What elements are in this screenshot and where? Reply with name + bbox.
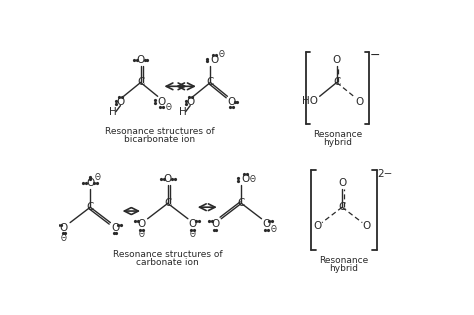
Text: O: O [210,55,219,65]
Text: bicarbonate ion: bicarbonate ion [125,135,196,144]
Text: C: C [137,77,144,88]
Text: H: H [179,107,186,117]
Text: Resonance structures of: Resonance structures of [105,127,215,136]
Text: O: O [164,175,172,185]
Text: H: H [109,107,117,117]
Text: O: O [116,97,125,107]
Text: 2−: 2− [377,169,392,179]
Text: O: O [137,55,145,65]
Text: HO: HO [302,96,319,106]
Text: O: O [333,55,341,65]
Text: Θ: Θ [250,175,256,184]
Text: O: O [86,178,94,188]
Text: O: O [189,219,197,229]
Text: hybrid: hybrid [323,138,352,147]
Text: Θ: Θ [61,234,67,243]
Text: O: O [137,219,146,229]
Text: Resonance structures of: Resonance structures of [113,250,223,260]
Text: C: C [338,202,346,212]
Text: Θ: Θ [165,103,172,112]
Text: hybrid: hybrid [329,264,358,272]
Text: C: C [237,198,245,208]
Text: C: C [87,202,94,212]
Text: C: C [164,198,172,208]
Text: Resonance: Resonance [319,256,368,265]
Text: O: O [355,97,363,107]
Text: O: O [227,97,236,107]
Text: Resonance: Resonance [313,130,362,139]
Text: Θ: Θ [270,225,276,234]
Text: −: − [370,49,381,62]
Text: C: C [333,77,340,88]
Text: Θ: Θ [138,230,145,239]
Text: O: O [241,175,249,185]
Text: O: O [60,223,68,233]
Text: carbonate ion: carbonate ion [137,258,199,267]
Text: Θ: Θ [95,174,101,182]
Text: O: O [157,97,166,107]
Text: O: O [262,219,270,229]
Text: O: O [111,223,119,233]
Text: O: O [338,178,346,188]
Text: O: O [363,221,371,232]
Text: O: O [211,219,219,229]
Text: O: O [313,221,321,232]
Text: C: C [207,77,214,88]
Text: Θ: Θ [190,230,195,239]
Text: Θ: Θ [219,50,224,59]
Text: O: O [186,97,194,107]
